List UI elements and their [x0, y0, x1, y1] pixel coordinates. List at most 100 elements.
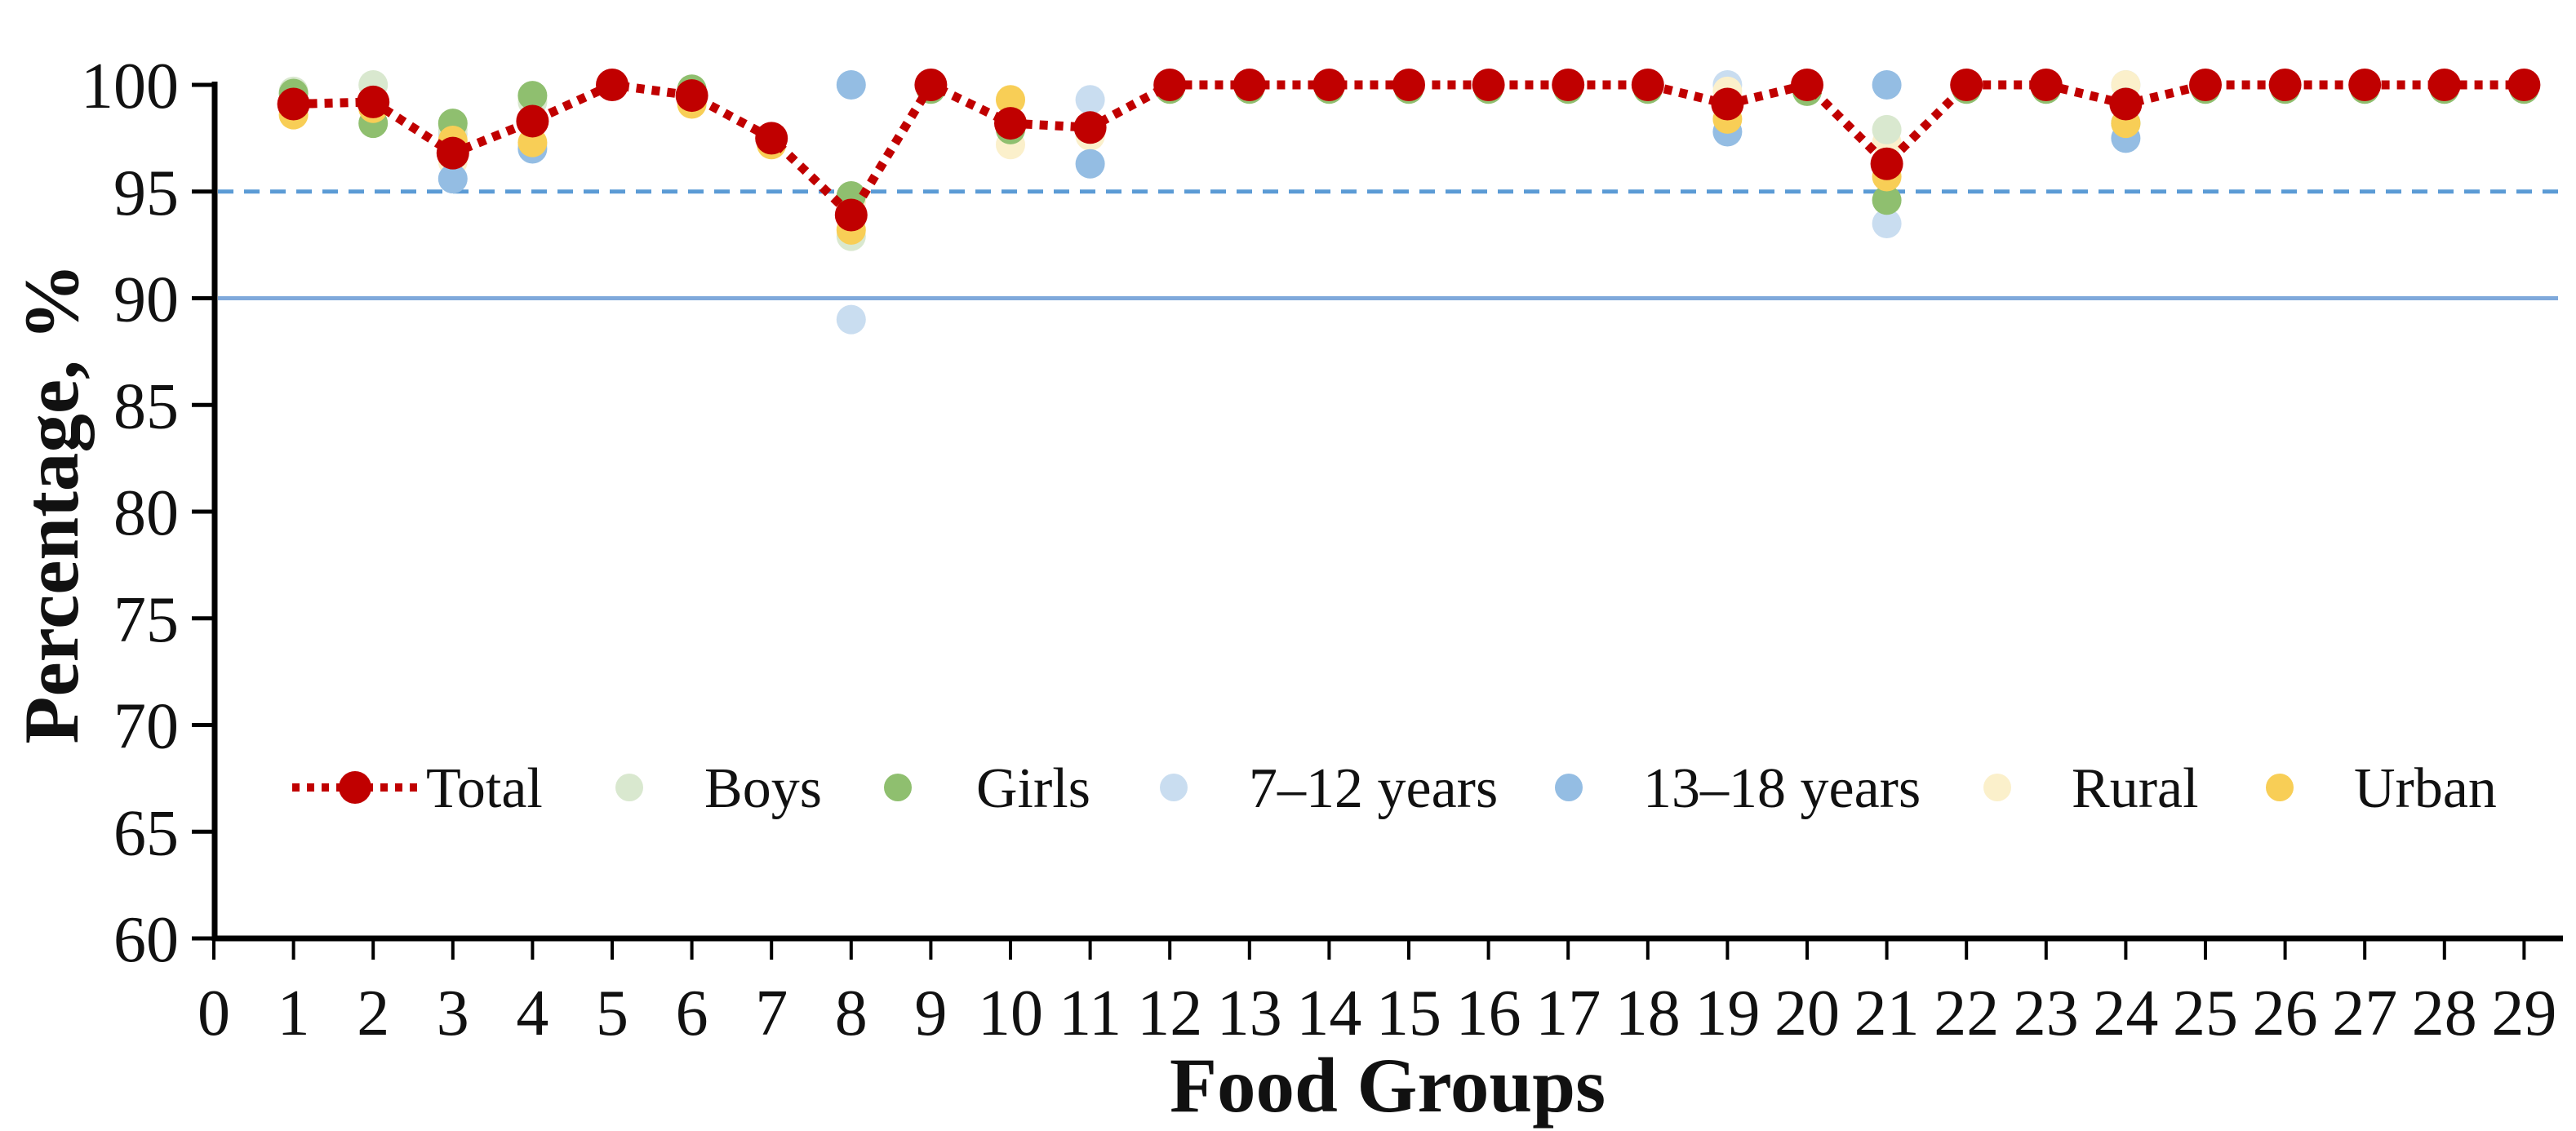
- total-marker: [596, 69, 628, 101]
- legend-marker: [1983, 774, 2011, 801]
- y-tick-label: 95: [113, 157, 179, 229]
- legend-marker: [1160, 774, 1188, 801]
- data-point: [1075, 149, 1105, 179]
- total-marker: [1870, 147, 1903, 180]
- data-point: [517, 81, 548, 111]
- total-marker: [1153, 69, 1187, 101]
- x-tick-label: 11: [1059, 978, 1121, 1049]
- x-tick-label: 5: [596, 978, 628, 1049]
- total-marker: [2507, 69, 2541, 101]
- x-tick-label: 26: [2253, 978, 2318, 1049]
- data-point: [1872, 114, 1902, 144]
- x-tick-label: 2: [357, 978, 389, 1049]
- total-marker: [914, 69, 948, 101]
- total-marker: [357, 85, 390, 118]
- x-tick-label: 28: [2412, 978, 2477, 1049]
- legend-item-7–12-years: 7–12 years: [1160, 757, 1498, 820]
- legend-label: Total: [426, 757, 543, 820]
- total-marker: [675, 79, 708, 113]
- x-tick-label: 6: [676, 978, 708, 1049]
- series-7–12-years: [278, 70, 2539, 335]
- total-marker: [1791, 69, 1823, 101]
- x-tick-label: 8: [835, 978, 868, 1049]
- total-marker: [755, 122, 788, 155]
- y-tick-label: 85: [113, 370, 179, 442]
- x-tick-label: 18: [1615, 978, 1681, 1049]
- y-tick-label: 70: [113, 691, 179, 763]
- y-tick-label: 100: [81, 51, 179, 122]
- x-tick-label: 1: [278, 978, 310, 1049]
- total-dotted-line: [293, 80, 2525, 220]
- total-marker: [1711, 87, 1744, 121]
- total-marker: [1631, 69, 1664, 101]
- legend: Total Boys Girls 7–12 years 13–18 years Rural…: [292, 757, 2497, 820]
- legend-item-Rural: Rural: [1983, 757, 2199, 820]
- y-tick-label: 60: [113, 904, 179, 976]
- total-marker: [277, 87, 310, 121]
- legend-item-Total: Total: [292, 757, 543, 820]
- x-tick-label: 25: [2173, 978, 2238, 1049]
- total-line-group: [277, 69, 2541, 232]
- total-marker: [2189, 69, 2222, 101]
- total-marker: [2427, 69, 2461, 101]
- y-tick-label: 90: [113, 264, 179, 336]
- x-tick-label: 21: [1854, 978, 1920, 1049]
- legend-total-marker: [339, 771, 371, 804]
- total-marker: [1232, 69, 1266, 101]
- x-tick-label: 3: [437, 978, 469, 1049]
- data-point: [836, 70, 866, 100]
- total-marker: [1312, 69, 1346, 101]
- x-tick-label: 13: [1217, 978, 1282, 1049]
- x-tick-label: 4: [516, 978, 549, 1049]
- x-tick-label: 29: [2491, 978, 2556, 1049]
- data-point: [996, 85, 1025, 115]
- x-tick-label: 7: [755, 978, 788, 1049]
- data-point: [1075, 85, 1105, 115]
- x-tick-label: 14: [1296, 978, 1361, 1049]
- x-tick-group: 0 1 2 3 4 5 6 7 8 9 10 11 12 13 14 15 16 17 18 19 20 21 22 23 24…: [198, 938, 2556, 1049]
- scatter-series-group: [278, 70, 2539, 335]
- total-marker: [2029, 69, 2063, 101]
- legend-item-Urban: Urban: [2266, 757, 2497, 820]
- total-marker: [1950, 69, 1983, 101]
- legend-label: Boys: [704, 757, 822, 820]
- total-marker: [2109, 87, 2143, 121]
- x-tick-label: 24: [2093, 978, 2158, 1049]
- x-tick-label: 9: [914, 978, 947, 1049]
- legend-label: Girls: [976, 757, 1090, 820]
- legend-marker: [884, 774, 912, 801]
- total-marker: [1552, 69, 1585, 101]
- x-tick-label: 0: [198, 978, 230, 1049]
- legend-label: 13–18 years: [1643, 757, 1921, 820]
- data-point: [1872, 185, 1902, 215]
- x-tick-label: 22: [1934, 978, 1999, 1049]
- total-marker: [1073, 111, 1107, 144]
- x-tick-label: 12: [1137, 978, 1202, 1049]
- legend-label: Urban: [2354, 757, 2497, 820]
- legend-label: Rural: [2072, 757, 2199, 820]
- legend-label: 7–12 years: [1249, 757, 1498, 820]
- legend-marker: [1555, 774, 1583, 801]
- legend-item-Girls: Girls: [884, 757, 1090, 820]
- y-tick-label: 80: [113, 477, 179, 549]
- x-tick-label: 23: [2014, 978, 2079, 1049]
- legend-item-13–18-years: 13–18 years: [1555, 757, 1921, 820]
- y-axis-title: Percentage, %: [8, 263, 95, 743]
- total-marker: [994, 107, 1027, 140]
- legend-item-Boys: Boys: [615, 757, 822, 820]
- x-axis-title: Food Groups: [1170, 1042, 1606, 1129]
- y-tick-label: 65: [113, 797, 179, 869]
- data-point: [836, 304, 866, 335]
- x-tick-label: 15: [1376, 978, 1441, 1049]
- data-point: [437, 164, 468, 194]
- total-marker: [1392, 69, 1425, 101]
- y-tick-label: 75: [113, 584, 179, 656]
- legend-marker: [2266, 774, 2294, 801]
- total-marker: [2348, 69, 2382, 101]
- total-marker: [2268, 69, 2302, 101]
- total-marker: [834, 198, 868, 232]
- y-tick-group: 100 95 90 85 80 75 70 65 60: [81, 51, 215, 976]
- x-tick-label: 19: [1694, 978, 1760, 1049]
